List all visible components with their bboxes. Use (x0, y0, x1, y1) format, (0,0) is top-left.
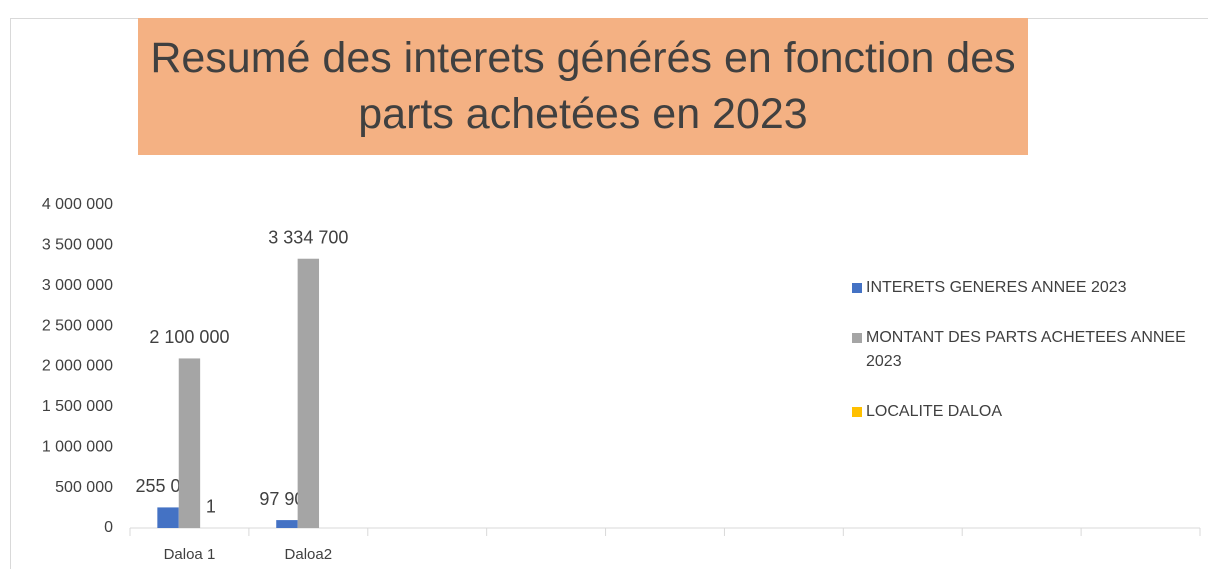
bar (297, 258, 320, 528)
y-tick-label: 3 000 000 (42, 277, 113, 294)
legend-label: INTERETS GENERES ANNEE 2023 (866, 279, 1127, 296)
y-tick-label: 2 500 000 (42, 317, 113, 334)
legend-item: INTERETS GENERES ANNEE 2023 (852, 276, 1192, 300)
legend-swatch (852, 333, 862, 343)
y-tick-label: 2 000 000 (42, 358, 113, 375)
legend-item: LOCALITE DALOA (852, 400, 1192, 424)
data-label: 2 100 000 (149, 327, 229, 347)
x-tick-label: Daloa2 (285, 546, 333, 563)
data-label: 3 334 700 (268, 227, 348, 247)
y-tick-label: 4 000 000 (42, 196, 113, 213)
y-tick-label: 0 (104, 519, 113, 536)
legend-label: LOCALITE DALOA (866, 403, 1003, 420)
legend-item: MONTANT DES PARTS ACHETEES ANNEE 2023 (852, 326, 1192, 374)
legend: INTERETS GENERES ANNEE 2023 MONTANT DES P… (852, 276, 1192, 450)
bar (157, 507, 179, 528)
data-label: 1 (206, 497, 216, 517)
bar (178, 358, 201, 528)
bar (276, 520, 298, 528)
x-tick-label: Daloa 1 (164, 546, 216, 563)
legend-label: MONTANT DES PARTS ACHETEES ANNEE 2023 (866, 329, 1186, 370)
chart-title: Resumé des interets générés en fonction … (138, 18, 1028, 155)
y-tick-label: 1 000 000 (42, 438, 113, 455)
legend-swatch (852, 283, 862, 293)
y-tick-label: 1 500 000 (42, 398, 113, 415)
y-tick-label: 3 500 000 (42, 237, 113, 254)
y-tick-label: 500 000 (55, 479, 113, 496)
legend-swatch (852, 407, 862, 417)
